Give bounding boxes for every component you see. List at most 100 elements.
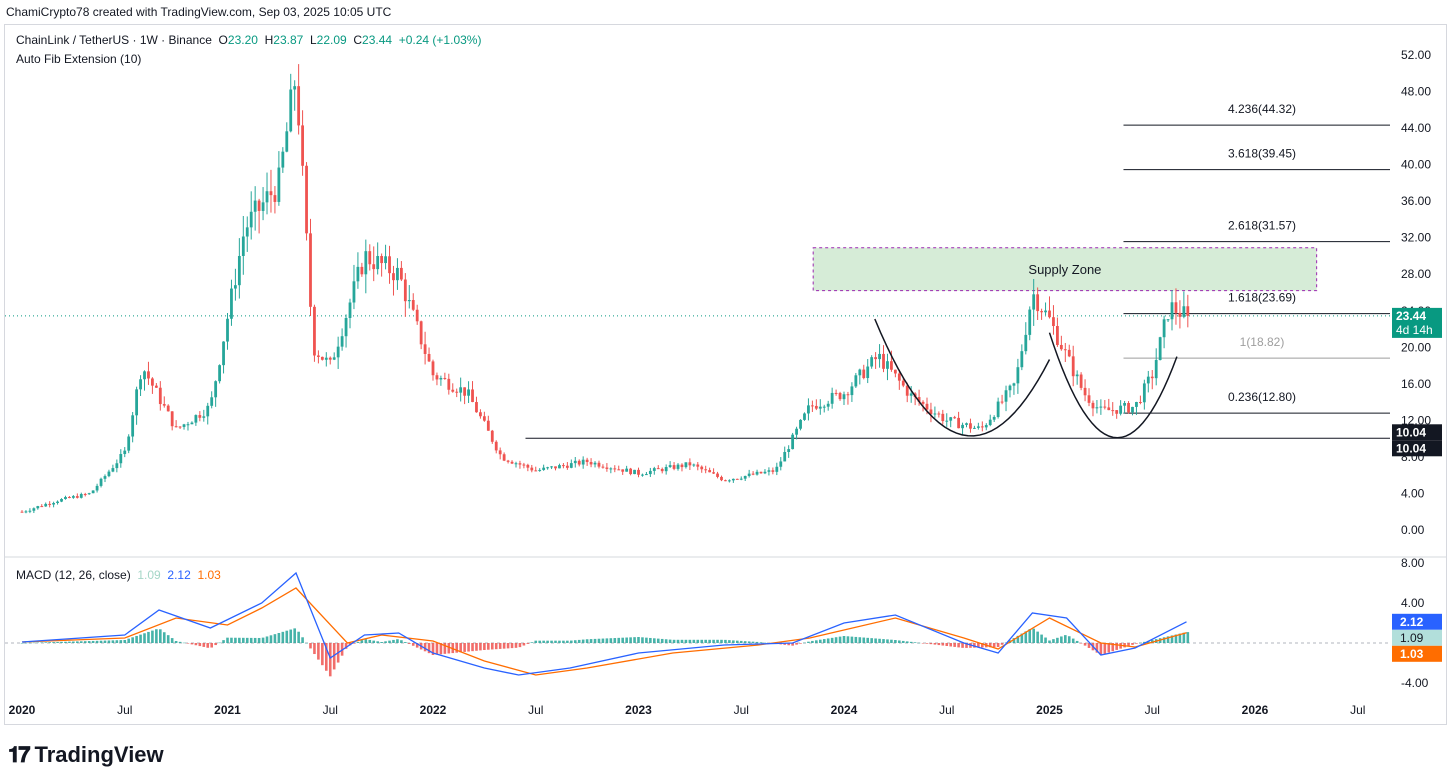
- candle-body: [241, 236, 245, 256]
- macd-histogram-bar: [676, 639, 680, 643]
- candle-body: [273, 195, 277, 202]
- macd-histogram-bar: [601, 638, 605, 643]
- macd-histogram-bar: [1024, 631, 1028, 643]
- macd-histogram-bar: [949, 643, 953, 647]
- macd-histogram-bar: [1012, 638, 1016, 643]
- macd-histogram-bar: [822, 639, 826, 643]
- candle-body: [1052, 317, 1055, 327]
- macd-histogram-bar: [483, 643, 486, 650]
- price-axis-tick-label: 28.00: [1401, 267, 1431, 281]
- candle-body: [328, 357, 332, 360]
- macd-histogram-bar: [475, 643, 478, 651]
- macd-histogram-bar: [609, 638, 613, 643]
- candle-body: [301, 125, 304, 166]
- macd-histogram-bar: [261, 637, 265, 643]
- macd-histogram-bar: [155, 629, 158, 643]
- fib-label: 4.236(44.32): [1228, 102, 1296, 116]
- macd-histogram-bar: [826, 638, 830, 643]
- macd-histogram-bar: [941, 643, 945, 646]
- candle-body: [71, 496, 75, 498]
- candle-body: [969, 423, 972, 429]
- candle-body: [625, 468, 629, 472]
- time-axis-tick-label: 2023: [625, 703, 652, 717]
- candle-body: [886, 361, 889, 369]
- candle-body: [261, 202, 265, 211]
- candle-body: [1020, 351, 1024, 368]
- macd-histogram-bar: [1143, 641, 1146, 643]
- candle-body: [965, 423, 968, 425]
- candle-body: [1154, 360, 1158, 379]
- macd-histogram-bar: [945, 643, 949, 646]
- macd-histogram-bar: [850, 636, 854, 643]
- candle-body: [269, 191, 273, 196]
- macd-histogram-bar: [562, 640, 565, 643]
- macd-histogram-bar: [439, 643, 443, 655]
- macd-histogram-bar: [380, 642, 383, 643]
- candle-body: [684, 462, 688, 468]
- macd-line: [21, 571, 1187, 676]
- candle-body: [724, 480, 727, 482]
- candle-body: [1083, 387, 1087, 396]
- candle-body: [407, 300, 411, 302]
- macd-legend: MACD (12, 26, close) 1.09 2.12 1.03: [16, 568, 221, 582]
- macd-histogram-bar: [656, 638, 660, 643]
- macd-histogram-bar: [1016, 635, 1020, 643]
- candle-body: [482, 416, 486, 421]
- macd-histogram-bar: [170, 638, 174, 643]
- macd-line-value: 2.12: [167, 568, 191, 582]
- macd-histogram-bar: [238, 637, 241, 643]
- macd-histogram-bar: [407, 643, 411, 644]
- macd-histogram-bar: [558, 640, 561, 643]
- tradingview-logo[interactable]: 𝟏𝟕 TradingView: [8, 742, 164, 768]
- last-price-badge-bg: [1392, 307, 1442, 338]
- macd-histogram-bar: [807, 641, 810, 643]
- price-axis-tick-label: 16.00: [1401, 377, 1431, 391]
- macd-histogram-bar: [411, 643, 415, 646]
- macd-histogram-bar: [360, 640, 364, 643]
- candle-body: [107, 471, 111, 477]
- macd-histogram-bar: [242, 637, 245, 643]
- macd-histogram-bar: [811, 640, 814, 643]
- time-axis-tick-label: Jul: [939, 703, 954, 717]
- candle-body: [218, 365, 221, 382]
- candle-body: [957, 417, 961, 429]
- candle-body: [510, 461, 514, 464]
- time-axis-tick-label: 2022: [420, 703, 447, 717]
- macd-histogram-bar: [581, 639, 585, 643]
- candle-body: [443, 377, 447, 379]
- candle-body: [459, 387, 463, 393]
- macd-histogram-bar: [159, 629, 162, 643]
- candle-body: [151, 378, 154, 386]
- macd-histogram-bar: [166, 635, 170, 643]
- macd-histogram-bar: [1115, 643, 1118, 650]
- fib-label: 3.618(39.45): [1228, 147, 1296, 161]
- macd-histogram-bar: [127, 638, 131, 643]
- macd-histogram-bar: [285, 630, 289, 643]
- macd-histogram-bar: [328, 643, 332, 677]
- macd-histogram-bar: [937, 643, 941, 646]
- candle-body: [415, 309, 419, 322]
- macd-histogram-bar: [1000, 643, 1004, 645]
- macd-histogram-bar: [542, 640, 545, 643]
- candle-body: [115, 463, 119, 469]
- candle-body: [1131, 406, 1134, 413]
- candle-body: [313, 306, 316, 356]
- macd-histogram-bar: [815, 640, 818, 643]
- candle-body: [1103, 406, 1107, 408]
- macd-histogram-bar: [257, 637, 261, 643]
- macd-histogram-bar: [111, 640, 115, 643]
- macd-histogram-bar: [388, 640, 391, 643]
- macd-histogram-bar: [301, 637, 304, 643]
- candle-body: [293, 86, 297, 90]
- candle-body: [111, 468, 115, 472]
- macd-histogram-bar: [672, 639, 676, 643]
- candle-body: [1032, 294, 1036, 310]
- macd-histogram-bar: [641, 637, 644, 643]
- macd-histogram-bar: [1166, 636, 1170, 643]
- candle-body: [1123, 403, 1126, 406]
- macd-histogram-bar: [1044, 637, 1047, 643]
- candle-body: [147, 371, 150, 379]
- macd-histogram-bar: [143, 633, 146, 643]
- candle-body: [945, 420, 949, 422]
